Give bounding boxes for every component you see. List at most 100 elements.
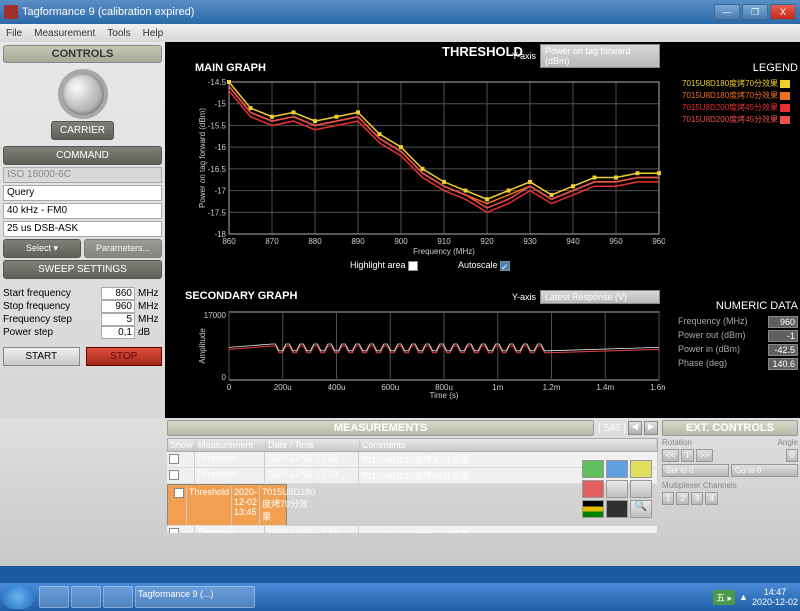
svg-text:17000: 17000: [204, 311, 227, 320]
close-button[interactable]: X: [770, 4, 796, 20]
svg-text:-17: -17: [214, 187, 226, 196]
sweep-value-3[interactable]: 0,1: [101, 326, 135, 339]
meas-dark-button[interactable]: [606, 500, 628, 518]
go-to-zero-button[interactable]: Go to 0: [731, 464, 798, 477]
menu-tools[interactable]: Tools: [107, 28, 130, 39]
measurement-row-2[interactable]: ✓Threshold2020-12-02 13:457015U8D180度烤70…: [167, 484, 287, 526]
legend-item-2[interactable]: 7015U8D200度烤45分效果: [682, 102, 798, 113]
rotate-step[interactable]: 1: [681, 449, 693, 462]
measurement-row-3[interactable]: Threshold2020-12-02 13:477015U8D180度烤70分…: [167, 526, 658, 533]
svg-text:940: 940: [566, 237, 580, 246]
svg-text:910: 910: [437, 237, 451, 246]
svg-text:-16: -16: [214, 143, 226, 152]
meas-blank1-button[interactable]: [606, 480, 628, 498]
yaxis-label: Y-axis: [512, 51, 536, 61]
sweep-settings-button[interactable]: SWEEP SETTINGS: [3, 260, 162, 279]
sec-yaxis-select[interactable]: Latest Response (V): [540, 290, 660, 304]
modulation-field[interactable]: 40 kHz - FM0: [3, 203, 162, 219]
rotate-fwd-button[interactable]: >>: [696, 449, 713, 462]
start-button[interactable]: START: [3, 347, 80, 366]
svg-text:400u: 400u: [328, 383, 346, 392]
measurements-panel: MEASUREMENTS [ 546 ] ◀ ▶ Show Measuremen…: [165, 418, 660, 566]
sweep-value-1[interactable]: 960: [101, 300, 135, 313]
sweep-value-2[interactable]: 5: [101, 313, 135, 326]
main-chart: 860870880890900910920930940950960-18-17.…: [195, 76, 665, 256]
legend-item-1[interactable]: 7015U8D180度烤70分效果: [682, 90, 798, 101]
threshold-title: THRESHOLD: [165, 42, 800, 59]
svg-text:200u: 200u: [274, 383, 292, 392]
carrier-knob[interactable]: [58, 69, 108, 119]
legend-item-3[interactable]: 7015U8D200度烤45分效果: [682, 114, 798, 125]
ext-controls-panel: EXT. CONTROLS Rotation Angle << 1 >> 0 S…: [660, 418, 800, 566]
svg-text:-15: -15: [214, 100, 226, 109]
tray-icon[interactable]: ▲: [739, 592, 748, 602]
svg-text:Time (s): Time (s): [429, 391, 458, 400]
carrier-button[interactable]: CARRIER: [51, 121, 114, 140]
meas-copy-button[interactable]: [630, 460, 652, 478]
taskbar-app-2[interactable]: [71, 586, 101, 608]
population-panel: [0, 418, 165, 566]
main-graph-label: MAIN GRAPH: [195, 62, 266, 74]
legend-header: LEGEND: [682, 62, 798, 74]
svg-text:870: 870: [265, 237, 279, 246]
minimize-button[interactable]: —: [714, 4, 740, 20]
svg-text:1.4m: 1.4m: [596, 383, 614, 392]
select-dropdown[interactable]: Select ▾: [3, 239, 81, 258]
protocol-field[interactable]: ISO 18000-6C: [3, 167, 162, 183]
meas-flag-button[interactable]: [582, 500, 604, 518]
numeric-data-header: NUMERIC DATA: [678, 300, 798, 312]
tray-date: 2020-12-02: [752, 597, 798, 607]
svg-text:-16.5: -16.5: [208, 165, 227, 174]
svg-text:880: 880: [308, 237, 322, 246]
sweep-row-3: Power step0,1dB: [3, 326, 162, 339]
yaxis-select[interactable]: Power on tag forward (dBm): [540, 44, 660, 68]
numeric-data-panel: NUMERIC DATA Frequency (MHz)960 Power out…: [678, 300, 798, 372]
angle-value[interactable]: 0: [786, 449, 798, 462]
mux-ch-2[interactable]: 2: [676, 492, 688, 505]
meas-delete-button[interactable]: [582, 480, 604, 498]
command-button[interactable]: COMMAND: [3, 146, 162, 165]
meas-export-button[interactable]: [606, 460, 628, 478]
ime-indicator[interactable]: 五 ▸: [713, 590, 735, 605]
stop-button[interactable]: STOP: [86, 347, 163, 366]
rotate-back-button[interactable]: <<: [662, 449, 679, 462]
highlight-checkbox[interactable]: [408, 261, 418, 271]
numeric-row-1: Power out (dBm)-1: [678, 330, 798, 342]
svg-text:1.2m: 1.2m: [543, 383, 561, 392]
mux-ch-1[interactable]: 1: [662, 492, 674, 505]
meas-import-button[interactable]: [582, 460, 604, 478]
ask-field[interactable]: 25 us DSB-ASK: [3, 221, 162, 237]
menu-measurement[interactable]: Measurement: [34, 28, 95, 39]
taskbar-app-3[interactable]: [103, 586, 133, 608]
mux-ch-3[interactable]: 3: [691, 492, 703, 505]
svg-text:900: 900: [394, 237, 408, 246]
svg-text:600u: 600u: [381, 383, 399, 392]
svg-text:960: 960: [652, 237, 665, 246]
ext-controls-header: EXT. CONTROLS: [662, 420, 798, 436]
query-field[interactable]: Query: [3, 185, 162, 201]
sweep-value-0[interactable]: 860: [101, 287, 135, 300]
taskbar-app-active[interactable]: Tagformance 9 (...): [135, 586, 255, 608]
menu-help[interactable]: Help: [143, 28, 164, 39]
svg-text:1m: 1m: [492, 383, 503, 392]
svg-text:1.6m: 1.6m: [650, 383, 665, 392]
taskbar-app-1[interactable]: [39, 586, 69, 608]
controls-header: CONTROLS: [3, 45, 162, 63]
parameters-button[interactable]: Parameters...: [84, 239, 162, 258]
meas-next-button[interactable]: ▶: [644, 421, 658, 435]
start-button-orb[interactable]: [2, 585, 34, 609]
measurement-action-buttons: 🔍: [582, 460, 652, 518]
maximize-button[interactable]: ❐: [742, 4, 768, 20]
legend-item-0[interactable]: 7015U8D180度烤70分效果: [682, 78, 798, 89]
meas-prev-button[interactable]: ◀: [628, 421, 642, 435]
numeric-row-0: Frequency (MHz)960: [678, 316, 798, 328]
svg-text:920: 920: [480, 237, 494, 246]
set-to-zero-button[interactable]: Set to 0: [662, 464, 729, 477]
meas-blank2-button[interactable]: [630, 480, 652, 498]
mux-ch-4[interactable]: 4: [705, 492, 717, 505]
meas-search-button[interactable]: 🔍: [630, 500, 652, 518]
sweep-row-1: Stop frequency960MHz: [3, 300, 162, 313]
menu-file[interactable]: File: [6, 28, 22, 39]
autoscale-checkbox[interactable]: ✓: [500, 261, 510, 271]
secondary-graph-label: SECONDARY GRAPH: [185, 290, 297, 302]
